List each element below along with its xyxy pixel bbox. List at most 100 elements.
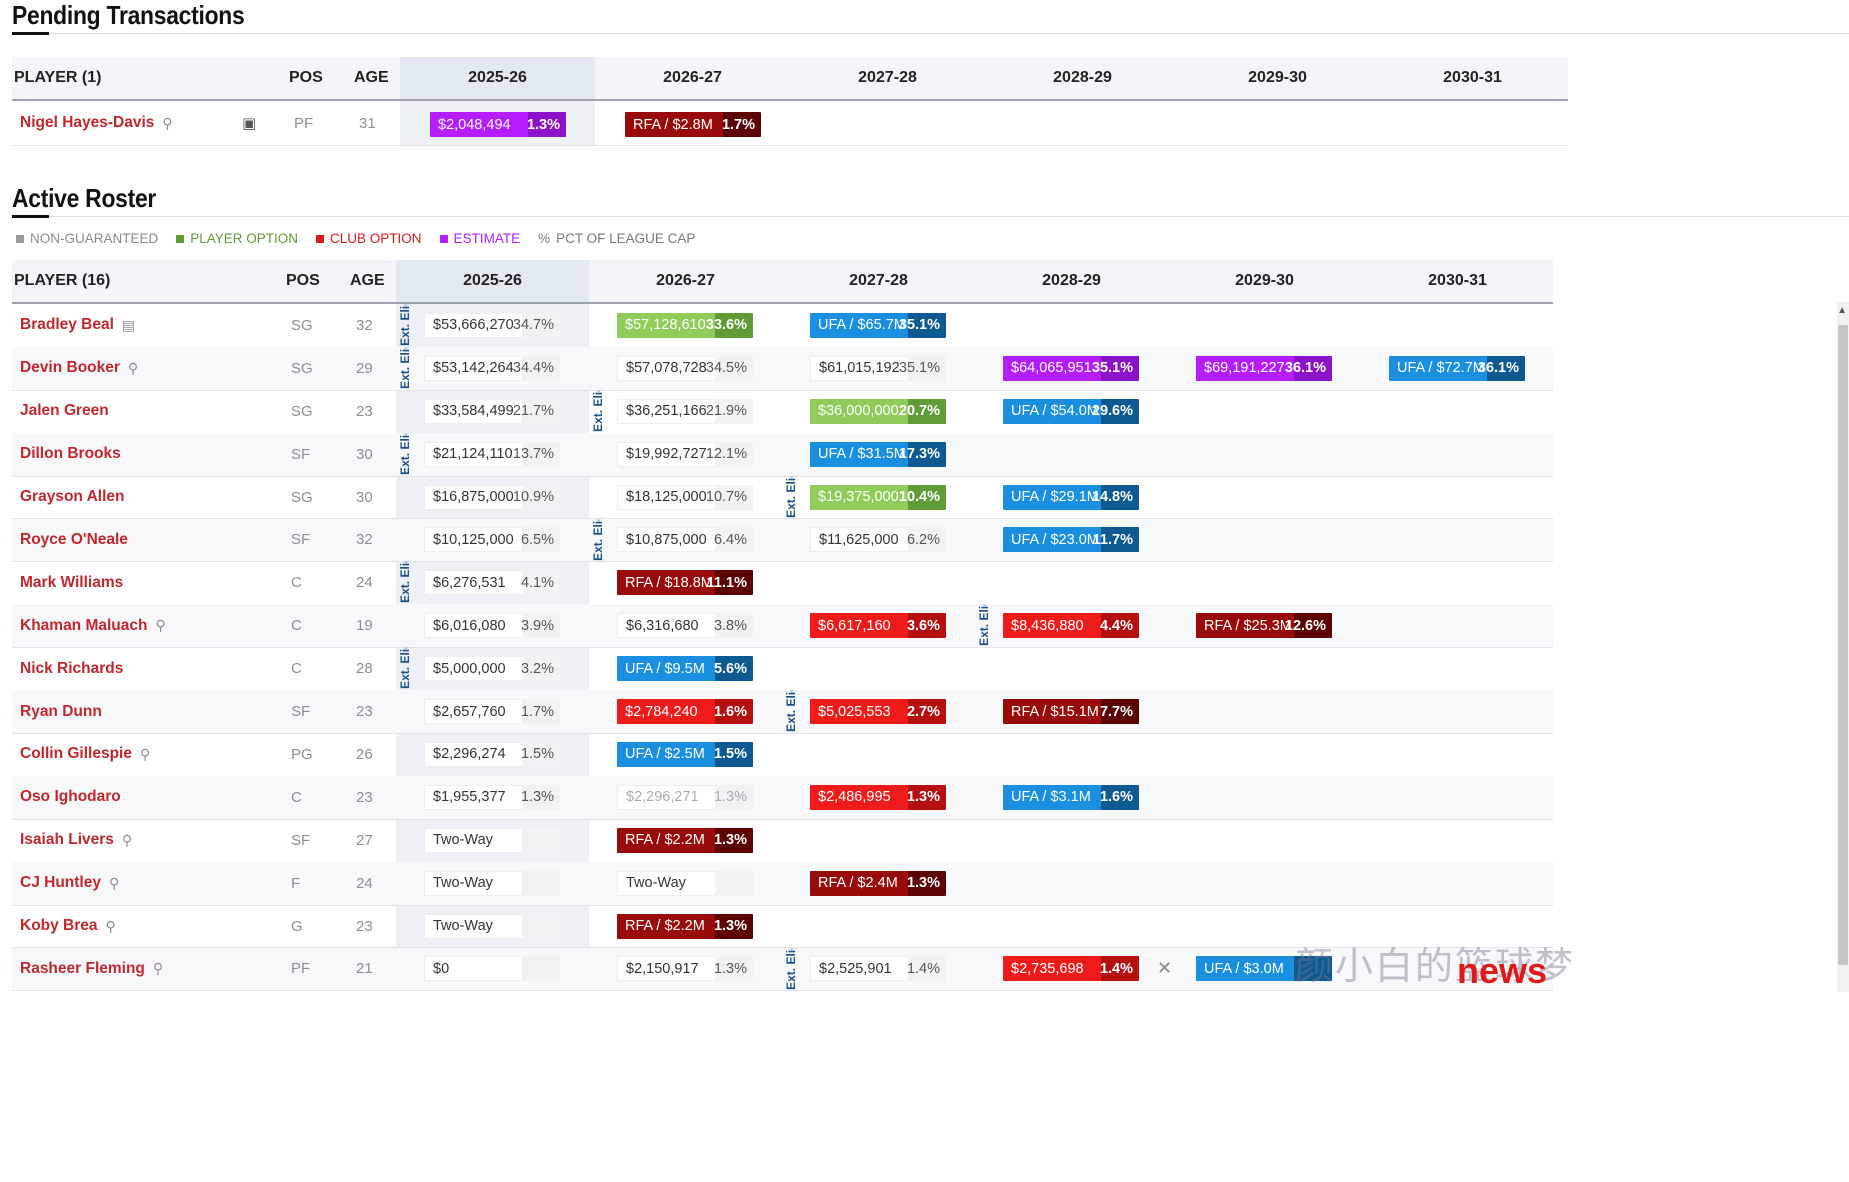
player-name-link[interactable]: Ryan Dunn xyxy=(20,690,102,733)
header-year[interactable]: 2025-26 xyxy=(400,57,595,99)
salary-chip[interactable]: UFA / $54.0M 29.6% xyxy=(1003,398,1139,424)
salary-chip[interactable]: $36,000,000 20.7% xyxy=(810,398,946,424)
player-name[interactable]: Khaman Maluach xyxy=(20,616,148,634)
salary-chip[interactable]: $8,436,880 4.4% xyxy=(1003,613,1139,639)
header-year[interactable]: 2027-28 xyxy=(858,69,917,86)
header-year[interactable]: 2026-27 xyxy=(663,69,722,86)
salary-chip[interactable]: $2,735,698 1.4% xyxy=(1003,956,1139,982)
salary-chip[interactable]: $6,276,531 4.1% xyxy=(424,570,560,596)
player-name[interactable]: Mark Williams xyxy=(20,573,124,591)
player-name-link[interactable]: Isaiah Livers ⚲ xyxy=(20,819,132,862)
header-pos[interactable]: POS xyxy=(289,69,323,86)
salary-chip[interactable]: $69,191,227 36.1% xyxy=(1196,355,1332,381)
player-name[interactable]: Rasheer Fleming xyxy=(20,959,145,977)
salary-chip[interactable]: $2,486,995 1.3% xyxy=(810,784,946,810)
salary-chip[interactable]: $2,784,240 1.6% xyxy=(617,699,753,725)
salary-chip[interactable]: $5,000,000 3.2% xyxy=(424,656,560,682)
salary-chip[interactable]: $6,617,160 3.6% xyxy=(810,613,946,639)
header-age[interactable]: AGE xyxy=(350,272,385,289)
salary-chip[interactable]: $2,525,901 1.4% xyxy=(810,956,946,982)
contract-card-icon[interactable]: ▣ xyxy=(242,115,257,132)
player-name[interactable]: Ryan Dunn xyxy=(20,702,102,720)
player-name[interactable]: Collin Gillespie xyxy=(20,745,132,763)
salary-chip[interactable]: $2,657,760 1.7% xyxy=(424,699,560,725)
salary-chip[interactable]: RFA / $2.2M 1.3% xyxy=(617,913,753,939)
scroll-up-icon[interactable]: ▲ xyxy=(1837,305,1847,316)
salary-chip[interactable]: Two-Way xyxy=(617,870,753,896)
player-name-link[interactable]: Bradley Beal ▤ xyxy=(20,304,135,347)
header-year[interactable]: 2030-31 xyxy=(1428,272,1487,289)
salary-chip[interactable]: $11,625,000 6.2% xyxy=(810,527,946,553)
player-name[interactable]: Bradley Beal xyxy=(20,316,114,334)
salary-chip[interactable]: UFA / $9.5M 5.6% xyxy=(617,656,753,682)
player-name-link[interactable]: Rasheer Fleming ⚲ xyxy=(20,948,163,991)
header-pos[interactable]: POS xyxy=(286,272,320,289)
player-name-link[interactable]: Nigel Hayes-Davis ⚲ xyxy=(20,101,173,145)
player-name-link[interactable]: Koby Brea ⚲ xyxy=(20,905,116,948)
player-name-link[interactable]: Dillon Brooks xyxy=(20,433,121,476)
salary-chip[interactable]: RFA / $18.8M 11.1% xyxy=(617,570,753,596)
scroll-thumb[interactable] xyxy=(1838,325,1848,965)
salary-chip[interactable]: $5,025,553 2.7% xyxy=(810,699,946,725)
player-name-link[interactable]: Collin Gillespie ⚲ xyxy=(20,733,150,776)
salary-chip[interactable]: $61,015,192 35.1% xyxy=(810,355,946,381)
salary-chip[interactable]: UFA / $65.7M 35.1% xyxy=(810,312,946,338)
header-year[interactable]: 2026-27 xyxy=(656,272,715,289)
header-year[interactable]: 2028-29 xyxy=(1042,272,1101,289)
header-player[interactable]: PLAYER (16) xyxy=(14,272,111,289)
salary-chip[interactable]: Two-Way xyxy=(424,870,560,896)
header-year[interactable]: 2028-29 xyxy=(1053,69,1112,86)
salary-chip[interactable]: $2,048,494 1.3% xyxy=(430,112,566,137)
salary-chip[interactable]: $0 xyxy=(424,956,560,982)
salary-chip[interactable]: $57,078,728 34.5% xyxy=(617,355,753,381)
salary-chip[interactable]: $2,296,274 1.5% xyxy=(424,741,560,767)
salary-chip[interactable]: $10,875,000 6.4% xyxy=(617,527,753,553)
header-year[interactable]: 2029-30 xyxy=(1248,69,1307,86)
player-name[interactable]: Grayson Allen xyxy=(20,488,125,506)
salary-chip[interactable]: $2,150,917 1.3% xyxy=(617,956,753,982)
salary-chip[interactable]: UFA / $2.5M 1.5% xyxy=(617,741,753,767)
player-name[interactable]: Royce O'Neale xyxy=(20,530,128,548)
salary-chip[interactable]: $6,316,680 3.8% xyxy=(617,613,753,639)
player-name[interactable]: CJ Huntley xyxy=(20,874,101,892)
salary-chip[interactable]: $19,375,000 10.4% xyxy=(810,484,946,510)
salary-chip[interactable]: $64,065,951 35.1% xyxy=(1003,355,1139,381)
salary-chip[interactable]: RFA / $2.4M 1.3% xyxy=(810,870,946,896)
salary-chip[interactable]: UFA / $23.0M 11.7% xyxy=(1003,527,1139,553)
header-year[interactable]: 2025-26 xyxy=(396,260,589,302)
player-name-link[interactable]: Nick Richards xyxy=(20,647,123,690)
salary-chip[interactable]: $19,992,727 12.1% xyxy=(617,441,753,467)
salary-chip[interactable]: $21,124,110 13.7% xyxy=(424,441,560,467)
salary-chip[interactable]: RFA / $2.8M 1.7% xyxy=(625,112,761,137)
salary-chip[interactable]: $18,125,000 10.7% xyxy=(617,484,753,510)
header-age[interactable]: AGE xyxy=(354,69,389,86)
salary-chip[interactable]: UFA / $72.7M 36.1% xyxy=(1389,355,1525,381)
salary-chip[interactable]: $1,955,377 1.3% xyxy=(424,784,560,810)
salary-chip[interactable]: $2,296,271 1.3% xyxy=(617,784,753,810)
header-player[interactable]: PLAYER (1) xyxy=(14,69,102,86)
salary-chip[interactable]: RFA / $15.1M 7.7% xyxy=(1003,699,1139,725)
header-year[interactable]: 2030-31 xyxy=(1443,69,1502,86)
player-name[interactable]: Isaiah Livers xyxy=(20,831,114,849)
player-name-link[interactable]: Royce O'Neale xyxy=(20,519,128,562)
salary-chip[interactable]: $57,128,610 33.6% xyxy=(617,312,753,338)
salary-chip[interactable]: $36,251,166 21.9% xyxy=(617,398,753,424)
salary-chip[interactable]: UFA / $3.1M 1.6% xyxy=(1003,784,1139,810)
player-name[interactable]: Nick Richards xyxy=(20,659,124,677)
player-name[interactable]: Jalen Green xyxy=(20,402,109,420)
header-year[interactable]: 2029-30 xyxy=(1235,272,1294,289)
salary-chip[interactable]: UFA / $29.1M 14.8% xyxy=(1003,484,1139,510)
player-name[interactable]: Nigel Hayes-Davis xyxy=(20,114,155,131)
salary-chip[interactable]: RFA / $2.2M 1.3% xyxy=(617,827,753,853)
player-name-link[interactable]: Devin Booker ⚲ xyxy=(20,347,138,390)
header-year[interactable]: 2027-28 xyxy=(849,272,908,289)
player-name-link[interactable]: Grayson Allen xyxy=(20,476,125,519)
salary-chip[interactable]: $33,584,499 21.7% xyxy=(424,398,560,424)
salary-chip[interactable]: $16,875,000 10.9% xyxy=(424,484,560,510)
salary-chip[interactable]: Two-Way xyxy=(424,913,560,939)
player-name[interactable]: Koby Brea xyxy=(20,917,98,935)
salary-chip[interactable]: UFA / $31.5M 17.3% xyxy=(810,441,946,467)
player-name-link[interactable]: Khaman Maluach ⚲ xyxy=(20,604,166,647)
player-name[interactable]: Dillon Brooks xyxy=(20,445,121,463)
salary-chip[interactable]: RFA / $25.3M 12.6% xyxy=(1196,613,1332,639)
